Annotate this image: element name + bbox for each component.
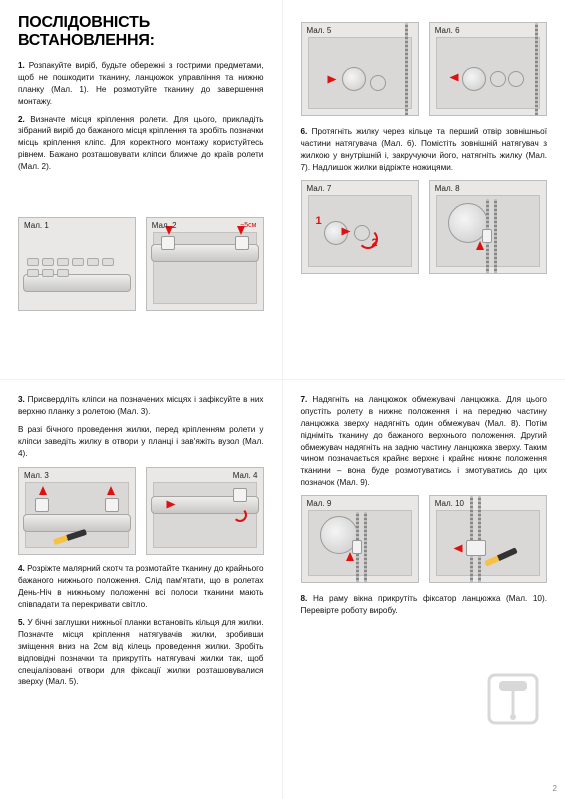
clip: [35, 498, 49, 512]
step-text: На раму вікна прикрутіть фіксатор ланцюж…: [301, 594, 548, 615]
watermark-icon: [483, 669, 543, 729]
arrow-icon: [476, 241, 484, 250]
figure-row: Мал. 1 Мал. 2 ~5см: [18, 217, 264, 311]
step-text: Надягніть на ланцюжок обмежувачі ланцюжк…: [301, 395, 548, 487]
arrow-icon: [453, 545, 462, 553]
clip: [233, 488, 247, 502]
tensioner-cap: [462, 67, 486, 91]
figure-row: Мал. 5 Мал. 6: [301, 22, 548, 116]
arrow-icon: [107, 486, 115, 495]
figure-row: Мал. 7 1 2 Мал. 8: [301, 180, 548, 274]
step-text: В разі бічного проведення жилки, перед к…: [18, 425, 264, 458]
step-num: 7.: [301, 395, 308, 404]
gear: [490, 71, 506, 87]
arrow-icon: [449, 74, 458, 82]
figure-4: Мал. 4: [146, 467, 264, 555]
quadrant-bottom-left: 3. Присвердліть кліпси на позначених міс…: [0, 380, 283, 799]
clip: [235, 236, 249, 250]
arrow-icon: [237, 226, 245, 235]
step-text: Розріжте малярний скотч та розмотайте тк…: [18, 564, 264, 609]
chain: [405, 23, 408, 116]
figure-label: Мал. 3: [24, 471, 49, 480]
step-5: 5. У бічні заглушки нижньої планки встан…: [18, 617, 264, 688]
window-frame: [436, 510, 540, 576]
step-num: 4.: [18, 564, 25, 573]
clip: [161, 236, 175, 250]
step-text: Визначте місця кріплення ролети. Для цьо…: [18, 115, 264, 172]
figure-7: Мал. 7 1 2: [301, 180, 419, 274]
step-3b: В разі бічного проведення жилки, перед к…: [18, 424, 264, 460]
step-3a: 3. Присвердліть кліпси на позначених міс…: [18, 394, 264, 418]
step-num: 2.: [18, 115, 25, 124]
quadrant-bottom-right: 7. Надягніть на ланцюжок обмежувачі ланц…: [283, 380, 565, 799]
step-num: 3.: [18, 395, 25, 404]
figure-row: Мал. 9 Мал. 10: [301, 495, 548, 583]
quadrant-top-right: Мал. 5 Мал. 6 6. Протягніть жилку через …: [283, 0, 565, 380]
figure-row: Мал. 3 Мал. 4: [18, 467, 264, 555]
step-4: 4. Розріжте малярний скотч та розмотайте…: [18, 563, 264, 611]
arrow-icon: [166, 501, 175, 509]
step-2: 2. Визначте місця кріплення ролети. Для …: [18, 114, 264, 173]
page-title: ПОСЛІДОВНІСТЬ ВСТАНОВЛЕННЯ:: [18, 14, 264, 50]
figure-9: Мал. 9: [301, 495, 419, 583]
arrow-icon: [39, 486, 47, 495]
step-num: 5.: [18, 618, 25, 627]
chain: [494, 199, 497, 274]
figure-label: Мал. 6: [435, 26, 460, 35]
knot-indicator: [233, 508, 247, 522]
figure-label: Мал. 1: [24, 221, 49, 230]
parts-illustration: [27, 258, 127, 298]
tensioner-cap: [342, 67, 366, 91]
figure-label: Мал. 9: [307, 499, 332, 508]
step-num: 6.: [301, 127, 308, 136]
figure-3: Мал. 3: [18, 467, 136, 555]
step-text: Протягніть жилку через кільце та перший …: [301, 127, 548, 172]
step-6: 6. Протягніть жилку через кільце та перш…: [301, 126, 548, 174]
roller-illustration: [23, 514, 131, 532]
gear: [508, 71, 524, 87]
step-text: Розпакуйте виріб, будьте обережні з гост…: [18, 61, 264, 106]
callout-num: 1: [316, 215, 322, 227]
figure-label: Мал. 4: [233, 471, 258, 480]
step-8: 8. На раму вікна прикрутіть фіксатор лан…: [301, 593, 548, 617]
step-text: У бічні заглушки нижньої планки встанові…: [18, 618, 264, 686]
chain: [364, 512, 367, 583]
figure-label: Мал. 8: [435, 184, 460, 193]
step-1: 1. Розпакуйте виріб, будьте обережні з г…: [18, 60, 264, 108]
figure-5: Мал. 5: [301, 22, 419, 116]
arrow-icon: [341, 227, 350, 235]
page-number: 2: [553, 784, 557, 793]
figure-label: Мал. 2: [152, 221, 177, 230]
clip: [105, 498, 119, 512]
arrow-icon: [346, 552, 354, 561]
step-num: 8.: [301, 594, 308, 603]
chain-fixator: [466, 540, 486, 556]
figure-label: Мал. 10: [435, 499, 464, 508]
step-num: 1.: [18, 61, 25, 70]
step-text: Присвердліть кліпси на позначених місцях…: [18, 395, 264, 416]
figure-2: Мал. 2 ~5см: [146, 217, 264, 311]
figure-6: Мал. 6: [429, 22, 547, 116]
arrow-icon: [327, 76, 336, 84]
rotation-arrow: [358, 229, 378, 249]
figure-10: Мал. 10: [429, 495, 547, 583]
figure-8: Мал. 8: [429, 180, 547, 274]
figure-label: Мал. 7: [307, 184, 332, 193]
figure-label: Мал. 5: [307, 26, 332, 35]
page: ПОСЛІДОВНІСТЬ ВСТАНОВЛЕННЯ: 1. Розпакуйт…: [0, 0, 565, 799]
step-7: 7. Надягніть на ланцюжок обмежувачі ланц…: [301, 394, 548, 489]
quadrant-top-left: ПОСЛІДОВНІСТЬ ВСТАНОВЛЕННЯ: 1. Розпакуйт…: [0, 0, 283, 380]
figure-1: Мал. 1: [18, 217, 136, 311]
chain: [535, 23, 538, 116]
gear: [370, 75, 386, 91]
